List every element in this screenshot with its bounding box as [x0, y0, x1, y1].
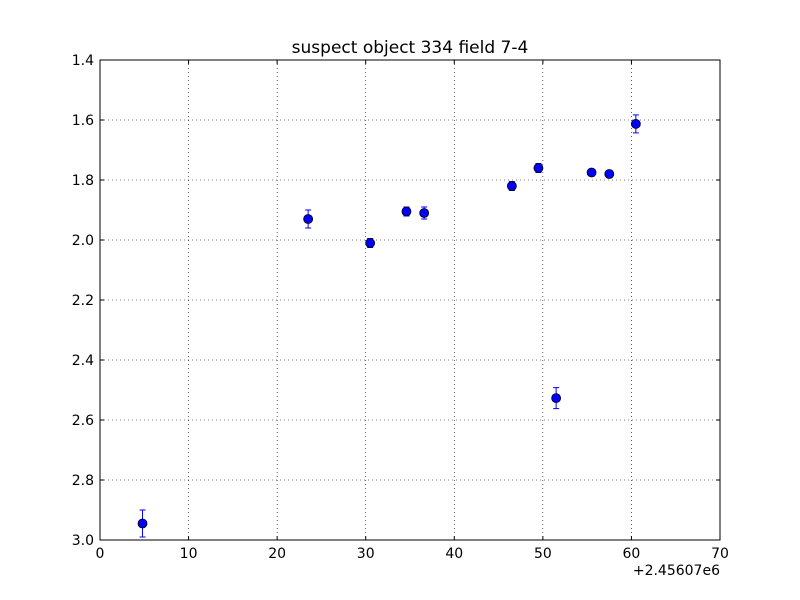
y-tick-label: 2.8 [72, 473, 94, 489]
x-tick-label: 70 [711, 546, 729, 562]
point-marker [137, 518, 148, 529]
y-tick-label: 2.6 [72, 413, 94, 429]
data-point [551, 387, 562, 410]
y-tick-label: 1.4 [72, 53, 94, 69]
x-offset-label: +2.45607e6 [633, 563, 720, 579]
point-marker [604, 169, 615, 179]
x-tick-label: 50 [534, 546, 552, 562]
point-marker [365, 238, 376, 248]
data-point [137, 509, 148, 538]
data-point [419, 206, 430, 220]
point-marker [401, 206, 412, 217]
data-point [630, 114, 641, 134]
y-tick-label: 1.8 [72, 173, 94, 189]
y-tick-label: 3.0 [72, 533, 94, 549]
y-tick-label: 2.0 [72, 233, 94, 249]
x-tick-labels: 0 10 20 30 40 50 60 70 [96, 546, 729, 562]
chart-title: suspect object 334 field 7-4 [292, 38, 529, 58]
x-tick-label: 0 [96, 546, 105, 562]
data-points [137, 114, 641, 538]
x-tick-label: 10 [180, 546, 198, 562]
data-point [365, 238, 376, 248]
point-marker [586, 167, 597, 178]
grid-lines [100, 60, 720, 540]
plot-frame [99, 59, 721, 541]
y-tick-label: 2.4 [72, 353, 94, 369]
point-marker [303, 214, 314, 224]
y-tick-labels: 1.4 1.6 1.8 2.0 2.2 2.4 2.6 2.8 3.0 [72, 53, 94, 549]
point-marker [419, 208, 430, 218]
y-tick-label: 1.6 [72, 113, 94, 129]
data-point [303, 209, 314, 229]
y-tick-label: 2.2 [72, 293, 94, 309]
data-point [401, 206, 412, 217]
point-marker [506, 181, 517, 191]
point-marker [551, 393, 562, 404]
x-tick-label: 30 [357, 546, 375, 562]
data-point [533, 163, 544, 173]
x-tick-label: 60 [623, 546, 641, 562]
data-point [604, 169, 615, 179]
x-tick-label: 40 [445, 546, 463, 562]
data-point [506, 181, 517, 191]
point-marker [630, 119, 641, 129]
x-tick-label: 20 [268, 546, 286, 562]
point-marker [533, 163, 544, 173]
data-point [586, 167, 597, 178]
